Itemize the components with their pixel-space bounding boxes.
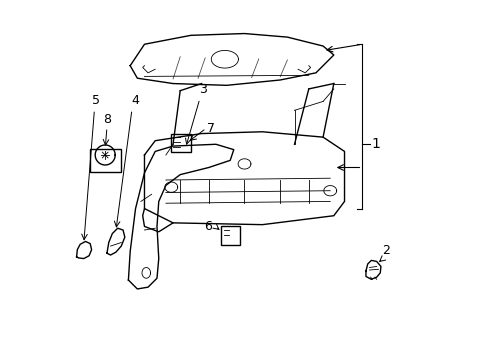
Bar <box>221 226 240 246</box>
Text: 3: 3 <box>199 83 207 96</box>
Text: 1: 1 <box>370 137 379 151</box>
Bar <box>171 134 190 153</box>
Bar <box>90 149 121 172</box>
Text: 7: 7 <box>206 122 215 135</box>
Text: 8: 8 <box>103 113 111 126</box>
Text: 2: 2 <box>381 244 389 257</box>
Text: 4: 4 <box>131 94 139 107</box>
Text: 5: 5 <box>92 94 100 107</box>
Text: 6: 6 <box>204 220 212 233</box>
